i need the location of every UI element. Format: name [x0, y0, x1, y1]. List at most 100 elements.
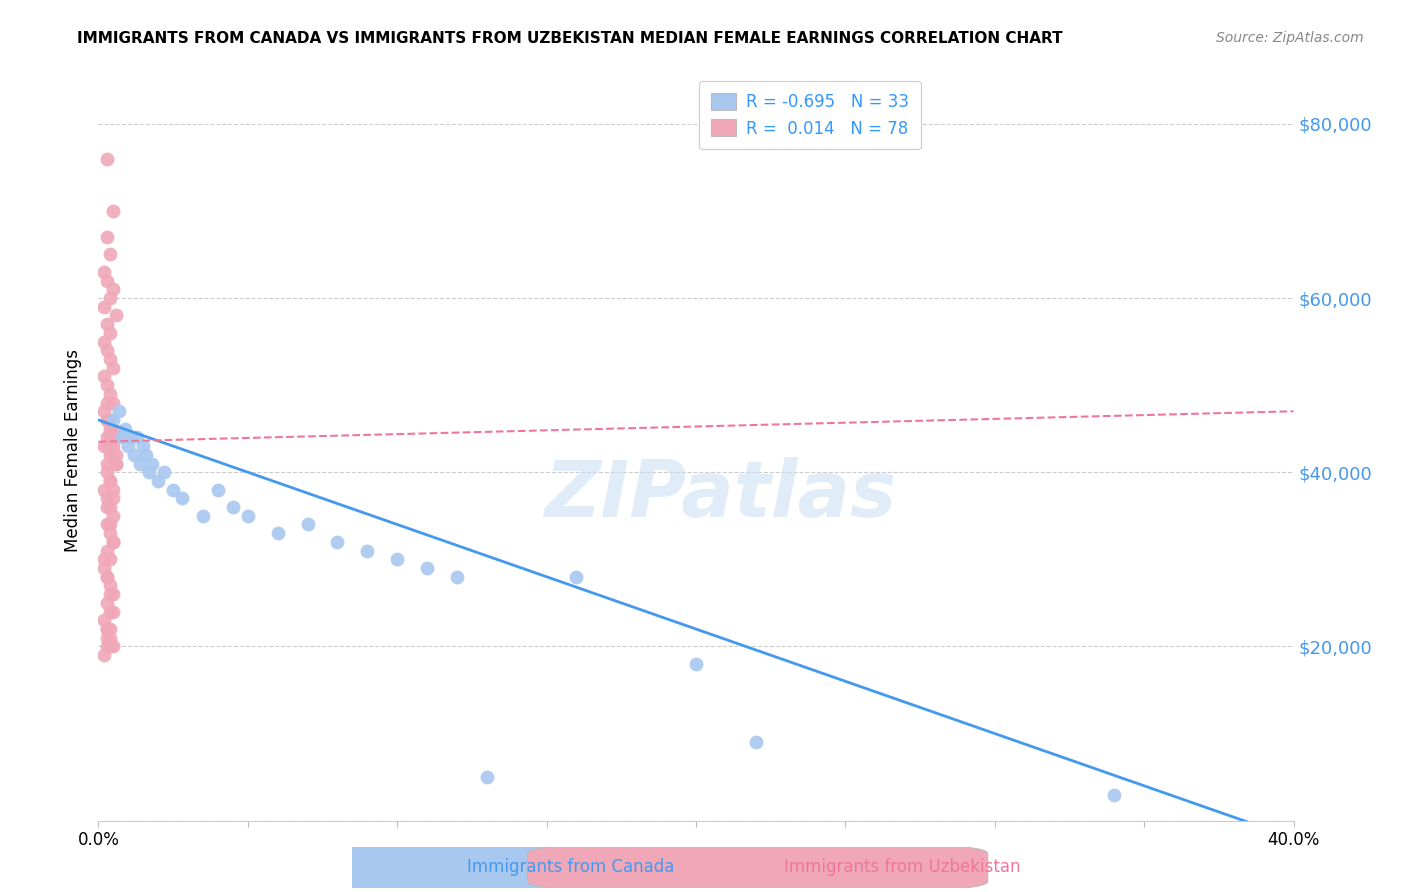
Point	[103, 640, 125, 654]
FancyBboxPatch shape	[211, 841, 672, 892]
Point	[103, 587, 125, 601]
Point	[93, 561, 115, 575]
Point	[475, 770, 498, 784]
Point	[103, 535, 125, 549]
Legend: R = -0.695   N = 33, R =  0.014   N = 78: R = -0.695 N = 33, R = 0.014 N = 78	[699, 81, 921, 149]
Point	[103, 430, 125, 444]
Point	[96, 570, 118, 584]
Point	[98, 640, 122, 654]
Point	[96, 543, 118, 558]
Point	[385, 552, 409, 566]
Point	[93, 334, 115, 349]
Point	[96, 465, 118, 479]
Point	[96, 500, 118, 514]
Point	[98, 631, 122, 645]
Point	[416, 561, 439, 575]
Point	[153, 465, 176, 479]
FancyBboxPatch shape	[527, 841, 987, 892]
Point	[117, 439, 139, 453]
Point	[103, 448, 125, 462]
Point	[98, 422, 122, 436]
Point	[96, 640, 118, 654]
Point	[356, 543, 378, 558]
Point	[124, 448, 146, 462]
Point	[98, 605, 122, 619]
Y-axis label: Median Female Earnings: Median Female Earnings	[65, 349, 83, 552]
Point	[141, 457, 163, 471]
Point	[98, 291, 122, 305]
Point	[127, 430, 149, 444]
Point	[103, 605, 125, 619]
Point	[138, 465, 160, 479]
Point	[93, 552, 115, 566]
Point	[96, 631, 118, 645]
Point	[114, 422, 136, 436]
Point	[96, 622, 118, 636]
Point	[96, 517, 118, 532]
Point	[93, 300, 115, 314]
Point	[103, 282, 125, 296]
Point	[103, 413, 125, 427]
Point	[96, 343, 118, 358]
Point	[105, 448, 128, 462]
Point	[103, 508, 125, 523]
Point	[446, 570, 468, 584]
Point	[103, 535, 125, 549]
Point	[98, 552, 122, 566]
Point	[98, 351, 122, 366]
Point	[98, 413, 122, 427]
Point	[93, 369, 115, 384]
Point	[93, 439, 115, 453]
Point	[98, 439, 122, 453]
Text: Immigrants from Canada: Immigrants from Canada	[467, 858, 675, 877]
Point	[103, 483, 125, 497]
Point	[207, 483, 229, 497]
Point	[111, 430, 134, 444]
Point	[98, 578, 122, 592]
Text: IMMIGRANTS FROM CANADA VS IMMIGRANTS FROM UZBEKISTAN MEDIAN FEMALE EARNINGS CORR: IMMIGRANTS FROM CANADA VS IMMIGRANTS FRO…	[77, 31, 1063, 46]
Point	[685, 657, 707, 671]
Point	[132, 439, 155, 453]
Point	[148, 474, 170, 488]
Point	[96, 317, 118, 331]
Point	[93, 483, 115, 497]
Point	[267, 526, 290, 541]
Point	[129, 457, 152, 471]
Point	[98, 474, 122, 488]
Point	[222, 500, 245, 514]
Text: ZIPatlas: ZIPatlas	[544, 457, 896, 533]
Point	[103, 203, 125, 218]
Point	[103, 422, 125, 436]
Point	[98, 587, 122, 601]
Point	[96, 274, 118, 288]
Point	[98, 500, 122, 514]
Point	[105, 430, 128, 444]
Text: Source: ZipAtlas.com: Source: ZipAtlas.com	[1216, 31, 1364, 45]
Point	[93, 648, 115, 662]
Point	[93, 613, 115, 627]
Point	[96, 430, 118, 444]
Point	[98, 448, 122, 462]
Point	[162, 483, 184, 497]
Point	[96, 596, 118, 610]
Point	[96, 491, 118, 506]
Point	[98, 430, 122, 444]
Point	[745, 735, 768, 749]
Point	[98, 526, 122, 541]
Point	[236, 508, 259, 523]
Point	[105, 457, 128, 471]
Point	[96, 230, 118, 244]
Point	[98, 387, 122, 401]
Point	[105, 309, 128, 323]
Text: Immigrants from Uzbekistan: Immigrants from Uzbekistan	[785, 858, 1021, 877]
Point	[96, 413, 118, 427]
Point	[93, 265, 115, 279]
Point	[103, 491, 125, 506]
Point	[96, 439, 118, 453]
Point	[96, 378, 118, 392]
Point	[96, 152, 118, 166]
Point	[98, 247, 122, 261]
Point	[1104, 788, 1126, 802]
Point	[98, 622, 122, 636]
Point	[96, 457, 118, 471]
